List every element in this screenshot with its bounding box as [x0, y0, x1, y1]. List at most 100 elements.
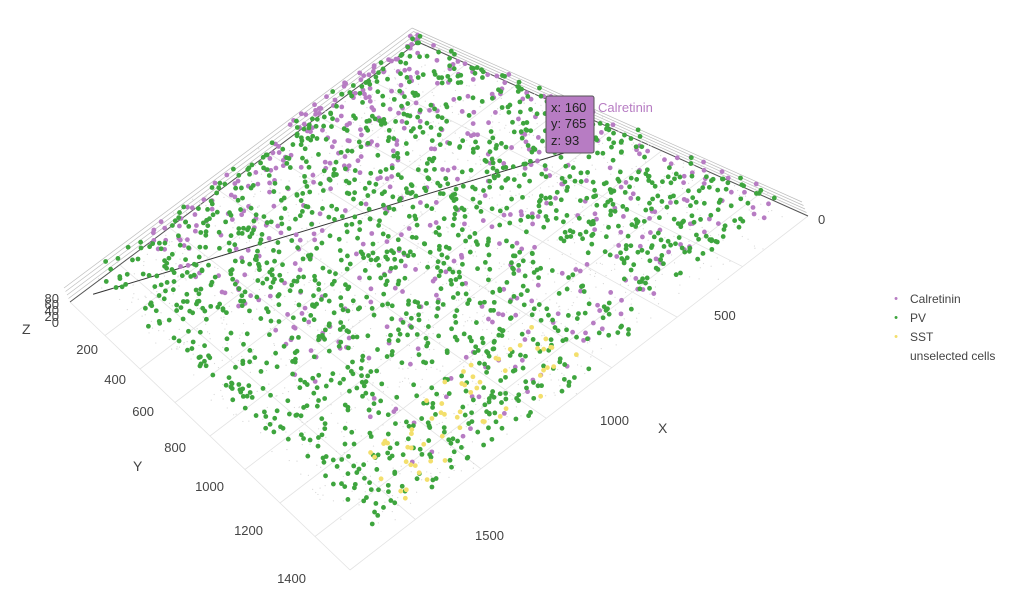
- calretinin-point: [406, 66, 412, 72]
- pv-point: [399, 360, 405, 366]
- calretinin-point: [415, 50, 421, 56]
- unselected-point: [298, 406, 300, 408]
- pv-point: [584, 195, 590, 201]
- pv-point: [467, 249, 473, 255]
- pv-point: [216, 185, 222, 191]
- calretinin-point: [239, 255, 245, 261]
- pv-point: [645, 250, 650, 255]
- pv-point: [345, 308, 351, 314]
- unselected-point: [423, 396, 425, 399]
- calretinin-point: [630, 191, 636, 197]
- legend-item-pv[interactable]: • PV: [886, 309, 995, 328]
- unselected-point: [358, 504, 360, 506]
- calretinin-point: [366, 94, 372, 100]
- calretinin-point: [475, 132, 481, 138]
- pv-point: [379, 191, 385, 197]
- unselected-point: [623, 318, 625, 320]
- unselected-point: [351, 118, 354, 121]
- calretinin-point: [662, 157, 667, 163]
- pv-point: [689, 173, 695, 179]
- unselected-point: [284, 295, 286, 298]
- pv-point: [345, 253, 350, 259]
- pv-point: [564, 234, 570, 240]
- pv-point: [362, 186, 368, 191]
- unselected-point: [183, 343, 185, 345]
- unselected-point: [688, 276, 691, 278]
- unselected-point: [571, 304, 573, 307]
- unselected-point: [209, 338, 211, 340]
- calretinin-point: [297, 237, 303, 243]
- unselected-point: [589, 274, 591, 276]
- unselected-point: [472, 297, 474, 299]
- pv-point: [452, 205, 458, 210]
- calretinin-point: [298, 111, 304, 117]
- calretinin-point: [516, 116, 521, 122]
- legend-item-calretinin[interactable]: • Calretinin: [886, 290, 995, 309]
- pv-point: [398, 59, 403, 65]
- unselected-point: [205, 205, 207, 207]
- unselected-point: [330, 192, 332, 194]
- unselected-point: [319, 498, 321, 500]
- pv-point: [212, 274, 218, 280]
- unselected-point: [364, 305, 366, 307]
- pv-point: [289, 282, 295, 288]
- pv-point: [188, 274, 194, 279]
- unselected-point: [278, 192, 280, 194]
- unselected-point: [379, 53, 381, 55]
- unselected-point: [427, 261, 429, 263]
- unselected-point: [504, 348, 506, 350]
- unselected-point: [271, 450, 273, 453]
- unselected-point: [605, 274, 607, 277]
- pv-point: [564, 188, 570, 193]
- pv-point: [586, 301, 592, 307]
- unselected-point: [343, 481, 345, 483]
- unselected-point: [499, 113, 501, 115]
- pv-point: [430, 401, 436, 406]
- pv-point: [379, 381, 385, 387]
- pv-point: [496, 332, 502, 338]
- pv-point: [635, 249, 641, 255]
- legend-item-unselected-cells[interactable]: unselected cells: [886, 347, 995, 366]
- pv-point: [544, 306, 550, 312]
- unselected-point: [380, 470, 382, 472]
- calretinin-point: [486, 316, 491, 322]
- unselected-point: [296, 460, 298, 462]
- unselected-point: [306, 193, 308, 195]
- calretinin-point: [528, 96, 534, 102]
- pv-point: [690, 195, 696, 201]
- unselected-point: [298, 365, 300, 367]
- pv-point: [636, 279, 642, 285]
- pv-point: [477, 300, 483, 306]
- pv-point: [499, 400, 504, 405]
- pv-point: [498, 378, 504, 383]
- pv-point: [530, 337, 536, 342]
- unselected-point: [603, 157, 605, 159]
- calretinin-point: [529, 211, 535, 217]
- unselected-point: [571, 334, 573, 336]
- pv-point: [380, 231, 386, 237]
- unselected-point: [549, 299, 551, 301]
- unselected-point: [462, 181, 464, 183]
- sst-point: [402, 495, 408, 501]
- legend-item-sst[interactable]: • SST: [886, 328, 995, 347]
- pv-point: [444, 255, 450, 260]
- pv-point: [553, 215, 559, 221]
- pv-point: [404, 120, 410, 126]
- pv-point: [210, 372, 216, 378]
- pv-point: [409, 234, 415, 240]
- unselected-point: [556, 239, 558, 241]
- pv-point: [197, 354, 203, 360]
- pv-point: [245, 227, 250, 233]
- pv-point: [455, 232, 461, 238]
- pv-point: [262, 409, 267, 415]
- pv-point: [541, 363, 546, 369]
- unselected-point: [269, 218, 272, 220]
- pv-point: [415, 167, 421, 173]
- unselected-point: [737, 189, 739, 192]
- pv-point: [728, 203, 734, 209]
- pv-point: [203, 316, 209, 322]
- unselected-point: [371, 123, 373, 125]
- unselected-point: [309, 325, 311, 328]
- pv-point: [537, 197, 543, 203]
